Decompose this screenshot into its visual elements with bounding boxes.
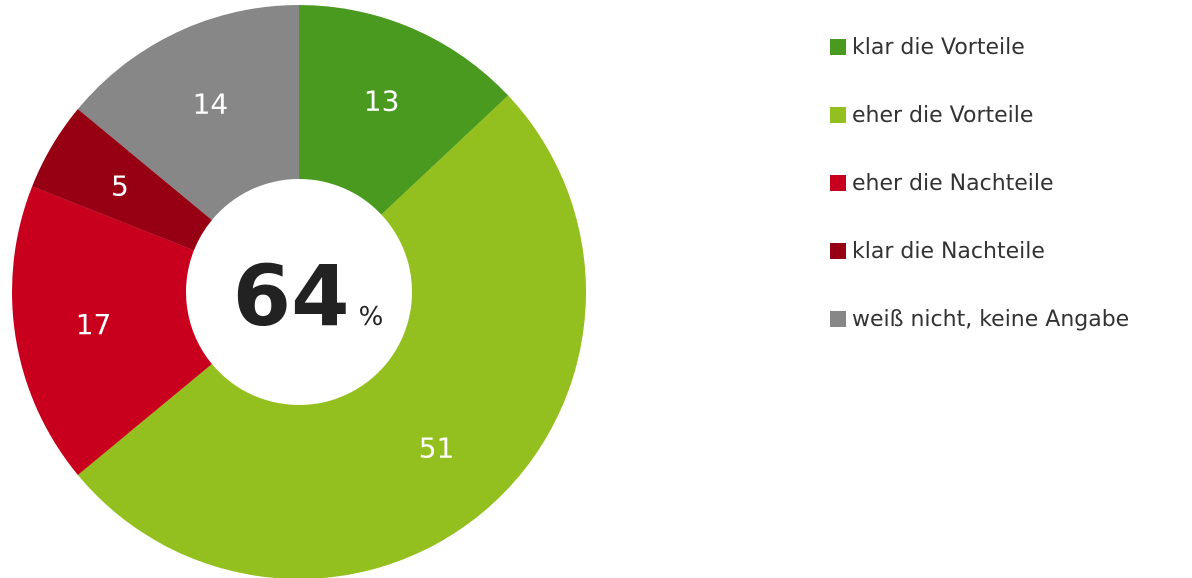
legend-swatch — [830, 243, 846, 259]
legend-swatch — [830, 107, 846, 123]
legend: klar die Vorteile eher die Vorteile eher d… — [830, 30, 1129, 370]
slice-value-label-1: 13 — [364, 85, 400, 118]
legend-item: eher die Nachteile — [830, 166, 1129, 200]
slice-group — [12, 5, 586, 578]
slice-label-group: 13 51 17 5 14 — [76, 85, 455, 465]
center-value-text: 64 % — [233, 247, 384, 345]
slice-4 — [32, 109, 212, 251]
slice-value-label-2: 51 — [419, 432, 455, 465]
legend-item: eher die Vorteile — [830, 98, 1129, 132]
slice-5 — [77, 5, 299, 220]
legend-label: eher die Vorteile — [852, 102, 1034, 128]
legend-item: weiß nicht, keine Angabe — [830, 302, 1129, 336]
legend-swatch — [830, 39, 846, 55]
slice-value-label-3: 17 — [76, 308, 112, 341]
legend-swatch — [830, 311, 846, 327]
donut-chart-svg: 13 51 17 5 14 64 % — [12, 5, 586, 578]
slice-value-label-4: 5 — [111, 170, 129, 203]
legend-item: klar die Nachteile — [830, 234, 1129, 268]
legend-label: weiß nicht, keine Angabe — [852, 306, 1130, 332]
legend-item: klar die Vorteile — [830, 30, 1129, 64]
legend-label: klar die Vorteile — [852, 34, 1025, 60]
slice-value-label-5: 14 — [193, 87, 229, 120]
slice-3 — [12, 186, 212, 475]
center-unit: % — [359, 302, 384, 332]
legend-label: eher die Nachteile — [852, 170, 1054, 196]
slice-1 — [299, 5, 509, 215]
slice-2 — [77, 95, 586, 578]
legend-swatch — [830, 175, 846, 191]
center-value: 64 — [233, 247, 350, 345]
legend-label: klar die Nachteile — [852, 238, 1045, 264]
